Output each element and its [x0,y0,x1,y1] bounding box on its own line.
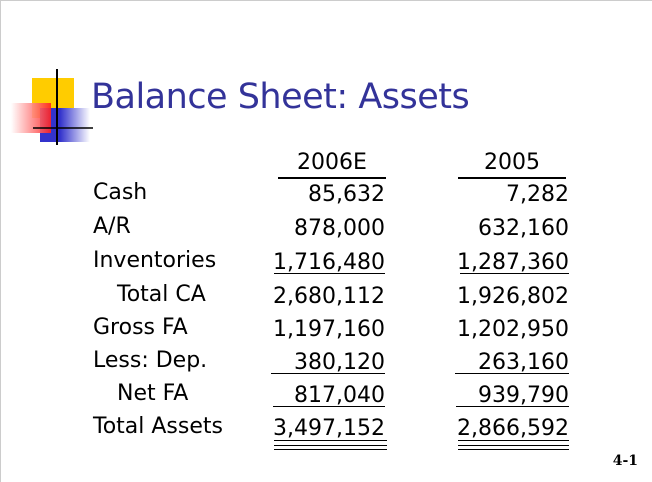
row-label-total-assets: Total Assets [93,414,223,439]
subtotal-rule [456,406,569,407]
double-total-rule [274,445,387,446]
value-net-fa-2006e: 817,040 [294,383,385,408]
row-label-net-fa: Net FA [117,381,189,406]
total-rule [274,440,387,441]
value-ar-2006e: 878,000 [294,216,385,241]
value-total-ca-2005: 1,926,802 [457,284,569,309]
row-label-gross-fa: Gross FA [93,315,188,340]
double-total-rule [274,449,387,450]
value-total-assets-2006e: 3,497,152 [273,416,385,441]
header-rule [278,177,386,179]
row-label-cash: Cash [93,180,148,205]
row-label-total-ca: Total CA [117,282,206,307]
value-total-ca-2006e: 2,680,112 [273,284,385,309]
value-total-assets-2005: 2,866,592 [457,416,569,441]
total-rule [458,440,569,441]
value-cash-2006e: 85,632 [308,182,385,207]
value-cash-2005: 7,282 [506,182,569,207]
slide-title: Balance Sheet: Assets [91,77,470,117]
value-less-dep-2005: 263,160 [478,350,569,375]
subtotal-rule [273,406,385,407]
value-inventories-2005: 1,287,360 [457,250,569,275]
double-total-rule [458,445,569,446]
row-label-less-dep: Less: Dep. [93,348,208,373]
row-label-inventories: Inventories [93,248,217,273]
subtotal-rule [271,373,385,374]
value-gross-fa-2006e: 1,197,160 [273,317,385,342]
column-header-2006e: 2006E [297,150,367,175]
value-ar-2005: 632,160 [478,216,569,241]
subtotal-rule [274,273,385,274]
value-net-fa-2005: 939,790 [478,383,569,408]
double-total-rule [458,449,569,450]
page-number: 4-1 [612,453,638,469]
slide-logo-icon [11,69,93,145]
value-inventories-2006e: 1,716,480 [273,250,385,275]
subtotal-rule [455,373,569,374]
header-rule [458,177,566,179]
subtotal-rule [460,273,569,274]
column-header-2005: 2005 [484,150,540,175]
value-gross-fa-2005: 1,202,950 [457,317,569,342]
value-less-dep-2006e: 380,120 [294,350,385,375]
row-label-ar: A/R [93,214,131,239]
